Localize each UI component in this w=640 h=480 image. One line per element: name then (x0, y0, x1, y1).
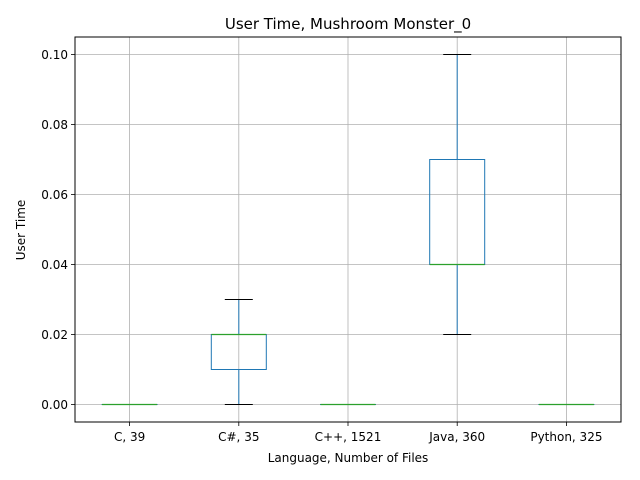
y-tick-label: 0.02 (41, 328, 68, 342)
tick-layer: 0.00 0.02 0.04 0.06 0.08 0.10 C, 39 C#, 35 C++, … (41, 48, 602, 444)
x-tick-label: C#, 35 (218, 430, 259, 444)
y-tick-label: 0.08 (41, 118, 68, 132)
chart-title: User Time, Mushroom Monster_0 (225, 15, 471, 34)
x-tick-label: Python, 325 (530, 430, 602, 444)
y-tick-label: 0.10 (41, 48, 68, 62)
x-axis-label: Language, Number of Files (268, 451, 429, 465)
y-axis-label: User Time (14, 200, 28, 261)
box-layer (101, 54, 595, 406)
box-4 (429, 54, 486, 335)
x-tick-label: C++, 1521 (315, 430, 382, 444)
y-tick-label: 0.04 (41, 258, 68, 272)
x-tick-label: Java, 360 (428, 430, 485, 444)
y-tick-label: 0.00 (41, 398, 68, 412)
box-2 (210, 299, 267, 405)
y-tick-label: 0.06 (41, 188, 68, 202)
x-tick-label: C, 39 (114, 430, 145, 444)
grid-layer (75, 37, 621, 422)
